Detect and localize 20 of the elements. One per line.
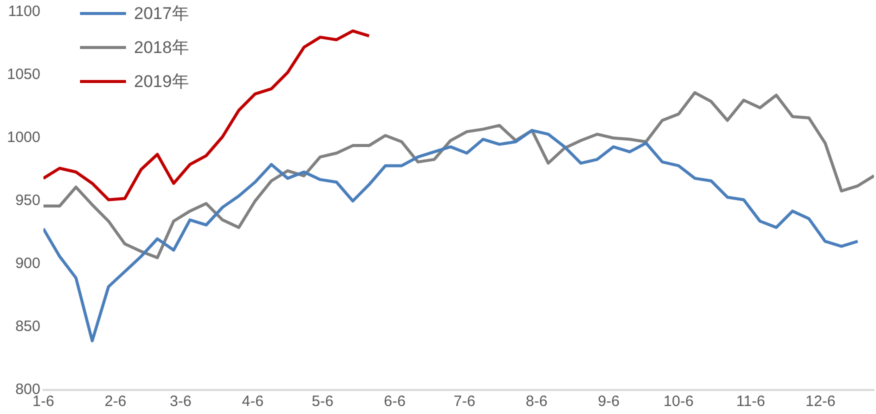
x-tick-label: 8-6 [526, 393, 548, 410]
y-tick-label: 850 [15, 318, 40, 336]
x-tick-label: 4-6 [242, 393, 264, 410]
x-tick-label: 2-6 [104, 393, 126, 410]
legend-label: 2017年 [134, 3, 189, 25]
x-tick-label: 6-6 [384, 393, 406, 410]
y-tick-label: 950 [15, 192, 40, 210]
y-tick-label: 900 [15, 255, 40, 272]
y-tick-label: 1000 [6, 129, 40, 146]
x-tick-label: 12-6 [805, 393, 836, 410]
y-tick-label: 1100 [8, 3, 40, 20]
x-tick-label: 5-6 [312, 393, 334, 410]
y-tick-label: 1050 [6, 66, 40, 84]
x-tick-label: 7-6 [454, 393, 476, 410]
x-tick-label: 11-6 [736, 393, 766, 410]
x-tick-label: 10-6 [664, 393, 694, 410]
x-tick-label: 3-6 [170, 393, 192, 410]
legend-label: 2018年 [134, 37, 189, 59]
x-tick-label: 9-6 [598, 393, 620, 410]
legend-label: 2019年 [134, 71, 189, 93]
